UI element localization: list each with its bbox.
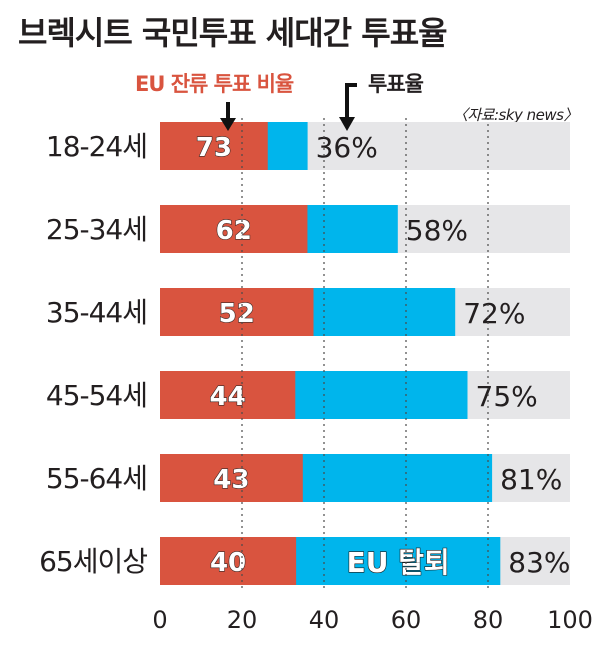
remain-value-label: 44 (210, 382, 246, 412)
category-label: 55-64세 (46, 462, 147, 495)
x-tick-label: 40 (309, 606, 340, 634)
turnout-arrow-head (339, 117, 355, 131)
category-label: 18-24세 (46, 130, 147, 163)
remain-value-label: 40 (210, 548, 246, 578)
legend-remain-label: EU 잔류 투표 비율 (135, 72, 294, 96)
x-tick-label: 0 (152, 606, 167, 634)
remain-bar (160, 122, 268, 170)
category-label: 65세이상 (39, 545, 147, 578)
remain-bar (160, 205, 308, 253)
remain-bar (160, 454, 303, 502)
legend-turnout-label: 투표율 (368, 72, 424, 96)
source-note: 〈자료:sky news〉 (452, 106, 579, 124)
remain-value-label: 52 (219, 299, 255, 329)
x-tick-label: 60 (391, 606, 422, 634)
remain-bar (160, 288, 314, 336)
category-label: 45-54세 (46, 379, 147, 412)
remain-value-label: 43 (213, 465, 249, 495)
remain-arrow-head (220, 118, 236, 131)
x-tick-label: 80 (473, 606, 504, 634)
chart-title: 브렉시트 국민투표 세대간 투표율 (18, 14, 448, 52)
category-label: 25-34세 (46, 213, 147, 246)
category-label: 35-44세 (46, 296, 147, 329)
turnout-value-label: 83% (508, 546, 570, 579)
turnout-arrow-shaft (345, 83, 357, 120)
turnout-value-label: 75% (476, 380, 538, 413)
x-tick-label: 100 (547, 606, 593, 634)
turnout-value-label: 72% (463, 297, 525, 330)
leave-label: EU 탈퇴 (347, 546, 450, 579)
turnout-value-label: 81% (500, 463, 562, 496)
remain-value-label: 73 (196, 133, 232, 163)
x-tick-label: 20 (227, 606, 258, 634)
turnout-value-label: 58% (406, 214, 468, 247)
remain-bar (160, 537, 297, 585)
remain-value-label: 62 (216, 216, 252, 246)
turnout-value-label: 36% (316, 131, 378, 164)
remain-bar (160, 371, 296, 419)
